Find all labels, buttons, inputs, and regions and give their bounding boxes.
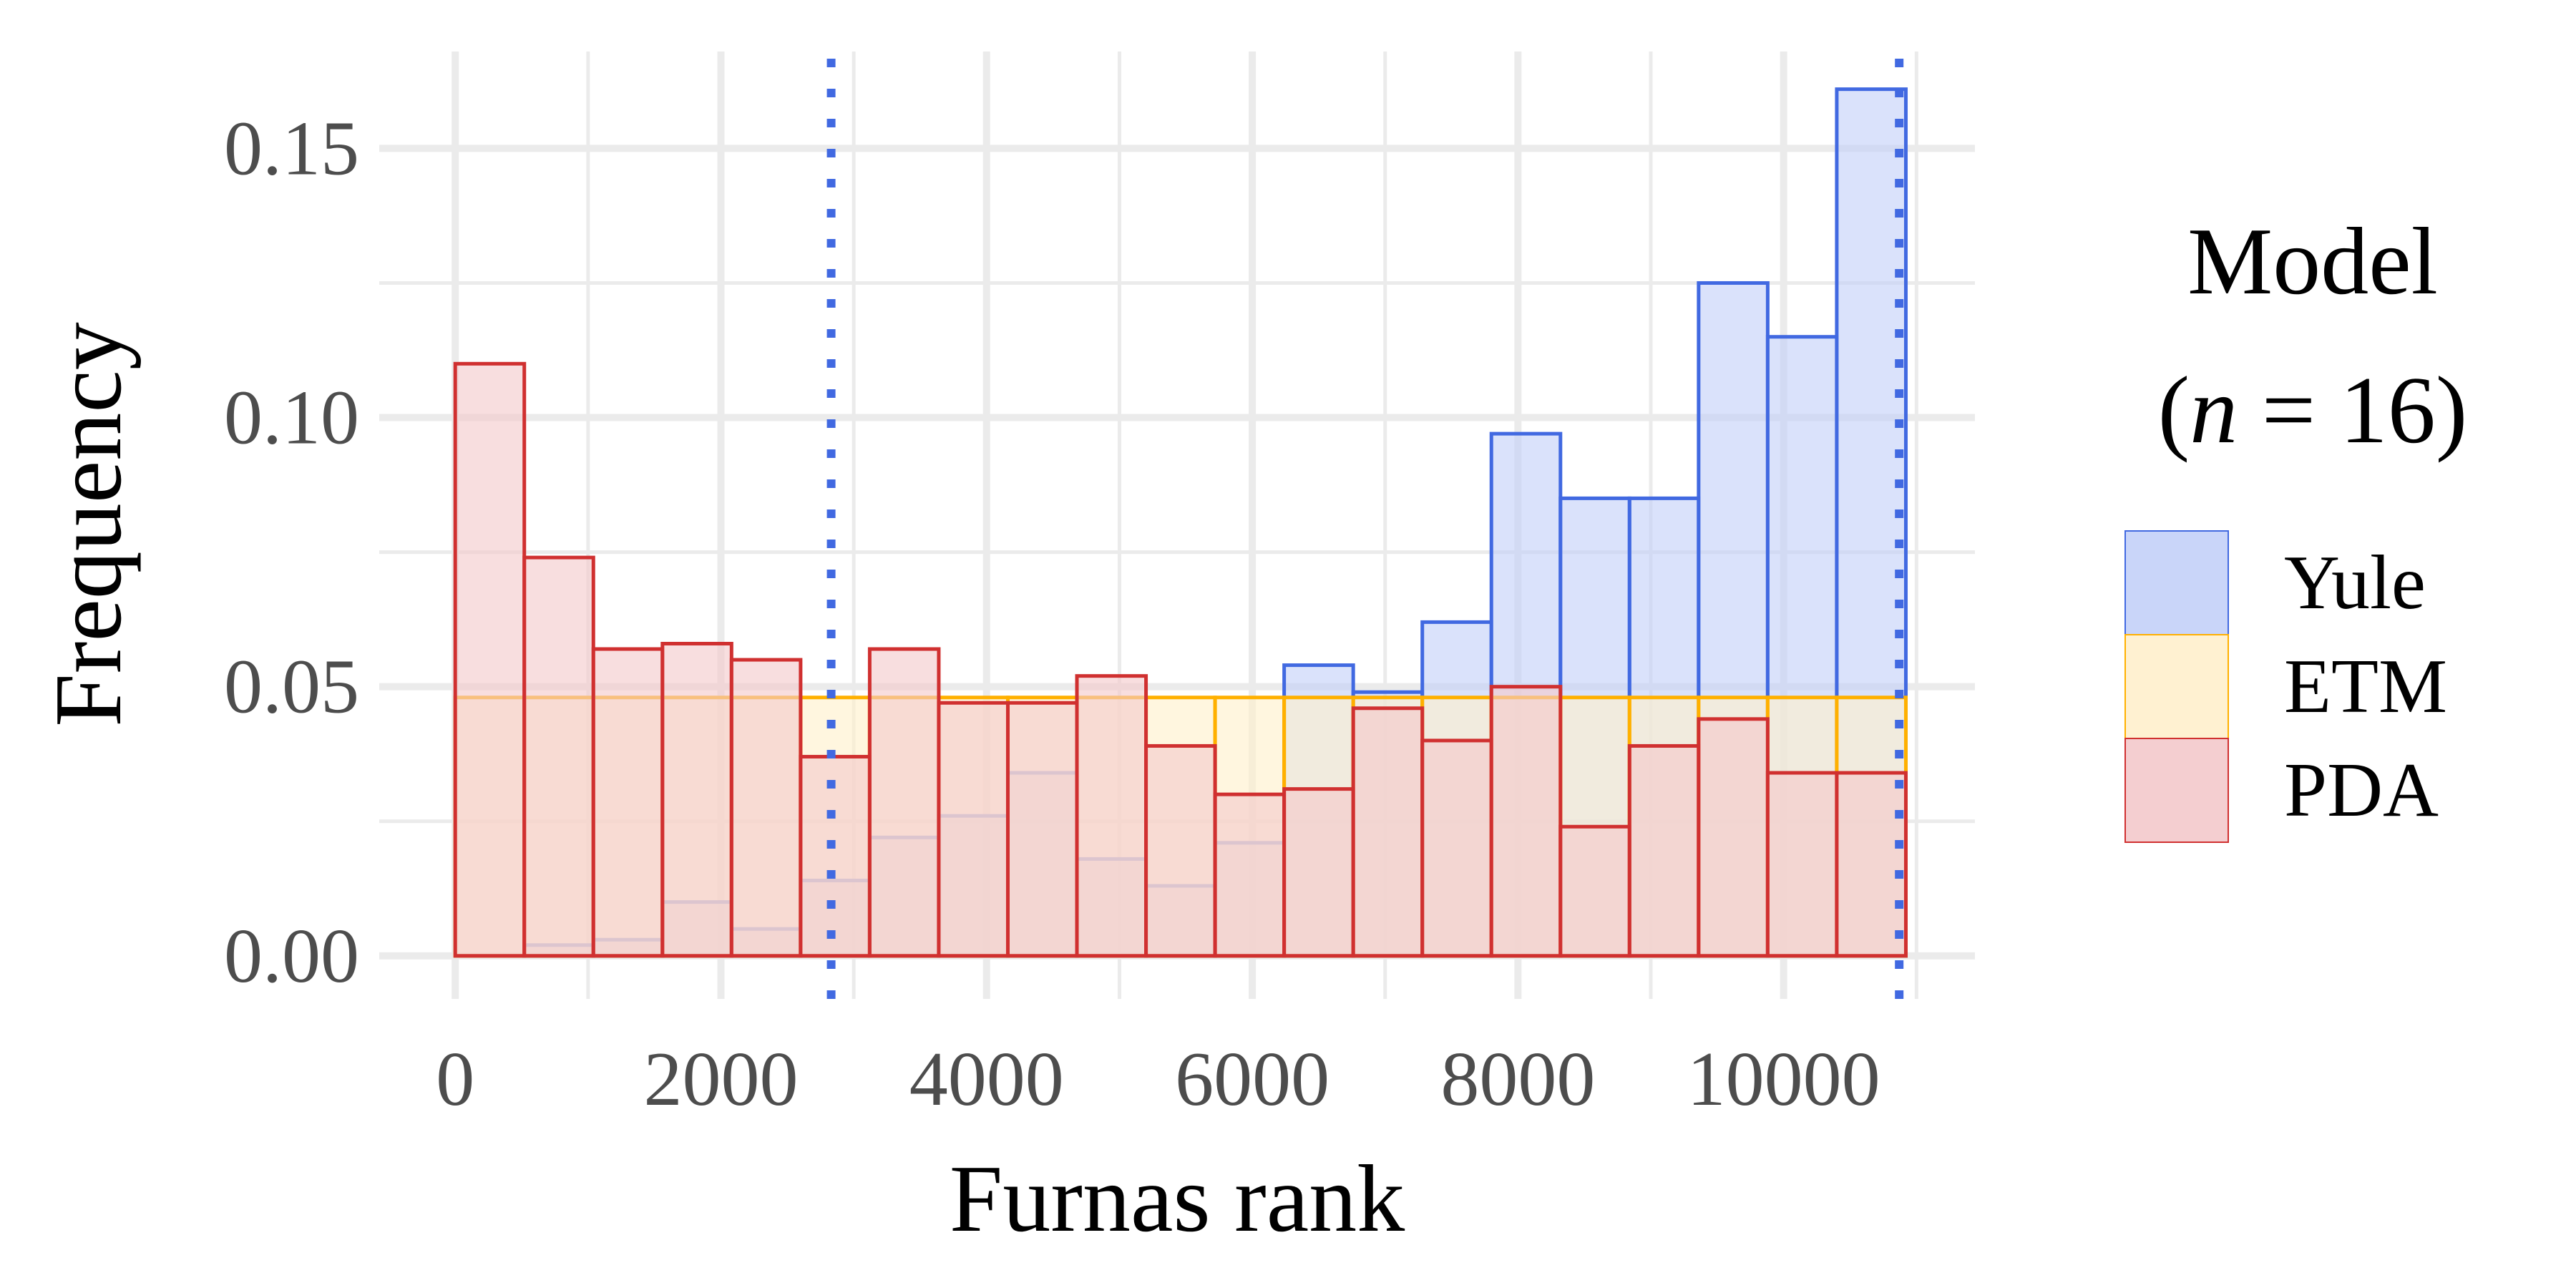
x-tick-label-0: 0	[436, 1037, 474, 1122]
histogram-bars	[453, 87, 1908, 958]
bar-pda-11	[1213, 792, 1287, 958]
bar-pda-20	[1835, 771, 1908, 958]
legend-item-etm: ETM	[2124, 634, 2447, 739]
x-axis-title: Furnas rank	[950, 1146, 1405, 1252]
x-tick-label-1: 2000	[643, 1037, 798, 1122]
legend-title-open-paren: (	[2158, 357, 2190, 463]
bar-pda-0	[453, 361, 527, 958]
legend: Model (n = 16) Yule ETM PDA	[2124, 208, 2468, 843]
x-tick-label-2: 4000	[909, 1037, 1064, 1122]
legend-items: Yule ETM PDA	[2124, 530, 2447, 843]
y-tick-label-1: 0.05	[224, 645, 359, 730]
y-tick-label-0: 0.00	[224, 914, 359, 999]
legend-swatch-yule	[2124, 530, 2229, 635]
x-tick-label-4: 8000	[1440, 1037, 1595, 1122]
legend-swatch-pda	[2124, 738, 2229, 843]
x-tick-label-5: 10000	[1687, 1037, 1880, 1122]
legend-title-rest: = 16)	[2238, 357, 2467, 463]
bar-pda-14	[1420, 738, 1493, 958]
legend-title-line1: Model	[2187, 208, 2438, 314]
bar-pda-4	[729, 658, 803, 958]
bar-pda-18	[1697, 717, 1770, 958]
bar-pda-13	[1351, 706, 1425, 958]
legend-swatch-etm	[2124, 634, 2229, 739]
bar-pda-19	[1765, 771, 1839, 958]
series-pda	[453, 361, 1908, 958]
bar-pda-9	[1075, 674, 1148, 958]
y-axis-ticks: 0.00 0.05 0.10 0.15	[224, 106, 359, 998]
legend-item-pda: PDA	[2124, 738, 2439, 843]
legend-label-etm: ETM	[2284, 644, 2447, 729]
legend-title-n: n	[2190, 357, 2238, 463]
legend-title-line2: (n = 16)	[2158, 357, 2468, 463]
x-tick-label-3: 6000	[1175, 1037, 1330, 1122]
bar-pda-8	[1005, 701, 1079, 958]
bar-pda-15	[1489, 685, 1563, 958]
bar-pda-12	[1282, 787, 1355, 958]
bar-pda-2	[591, 647, 665, 958]
y-tick-label-2: 0.10	[224, 376, 359, 461]
bar-pda-1	[522, 555, 595, 958]
y-tick-label-3: 0.15	[224, 106, 359, 191]
bar-pda-5	[799, 754, 872, 958]
bar-pda-7	[937, 701, 1010, 958]
bar-pda-16	[1558, 824, 1631, 958]
bar-pda-17	[1627, 743, 1701, 958]
legend-item-yule: Yule	[2124, 530, 2426, 635]
legend-label-yule: Yule	[2284, 540, 2426, 625]
bar-pda-10	[1144, 743, 1217, 958]
y-axis-title: Frequency	[35, 322, 141, 727]
bar-pda-6	[867, 647, 941, 958]
legend-label-pda: PDA	[2284, 748, 2439, 833]
x-axis-ticks: 0 2000 4000 6000 8000 10000	[436, 1037, 1880, 1122]
bar-pda-3	[660, 642, 733, 958]
reference-lines	[826, 59, 1904, 999]
